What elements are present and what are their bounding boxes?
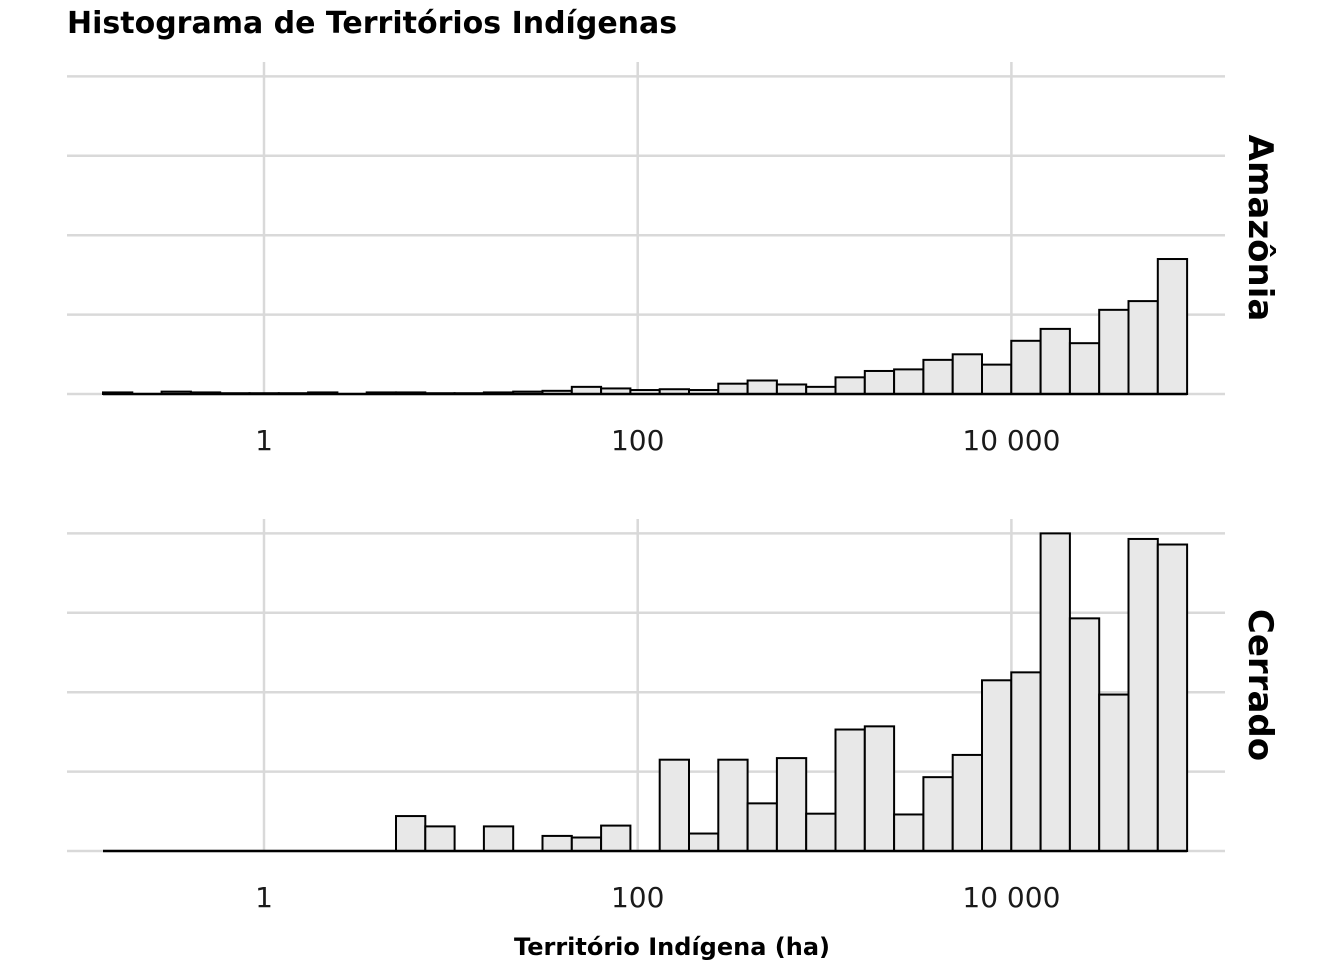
histogram-bar <box>1156 543 1189 852</box>
histogram-bar <box>717 382 749 396</box>
histogram-bar <box>834 376 866 395</box>
histogram-bar <box>658 758 691 852</box>
histogram-bar <box>1127 537 1159 852</box>
histogram-bar <box>424 825 456 852</box>
x-axis-label: Território Indígena (ha) <box>514 933 830 960</box>
x-tick-label: 1 <box>255 424 273 457</box>
histogram-bar <box>1010 339 1042 395</box>
histogram-bar <box>688 832 720 852</box>
histogram-bar <box>1068 342 1101 395</box>
chart-title: Histograma de Territórios Indígenas <box>67 6 677 41</box>
x-tick-label: 1 <box>255 881 273 914</box>
x-tick-label: 10 000 <box>962 424 1060 457</box>
histogram-bar <box>1068 617 1101 852</box>
histogram-bar <box>1127 300 1159 395</box>
x-tick-label: 100 <box>611 881 664 914</box>
histogram-bar <box>922 776 954 853</box>
panel-cerrado: 1 100 10 000 Cerrado <box>67 519 1280 914</box>
histogram-bar <box>1039 327 1071 395</box>
histogram-bar <box>834 728 866 853</box>
histogram-bar <box>775 757 808 852</box>
facet-strip-label: Cerrado <box>1240 609 1280 761</box>
histogram-bar <box>1010 671 1042 852</box>
histogram-bar <box>893 813 925 853</box>
histogram-bar <box>746 379 778 396</box>
x-tick-label: 10 000 <box>962 881 1060 914</box>
facet-strip-label: Amazônia <box>1240 135 1280 322</box>
histogram-bar <box>1156 258 1189 395</box>
histogram-bar <box>981 679 1013 852</box>
histogram-bar <box>395 815 427 853</box>
histogram-bar <box>893 368 925 395</box>
histogram-bar <box>482 825 515 852</box>
histogram-bar <box>951 753 984 853</box>
x-tick-label: 100 <box>611 424 664 457</box>
panel-amazonia: 1 100 10 000 Amazônia <box>67 62 1280 457</box>
histogram-bar <box>775 383 808 395</box>
histogram-bar <box>600 824 632 852</box>
histogram-bar <box>570 836 603 853</box>
histogram-bar <box>1039 532 1071 853</box>
histogram-bar <box>805 812 837 853</box>
histogram-bar <box>541 834 573 853</box>
histogram-bar <box>863 725 896 852</box>
histogram-bar <box>746 802 778 852</box>
histogram-bar <box>1098 308 1130 395</box>
histogram-bar <box>717 758 749 852</box>
histogram-bar <box>1098 693 1130 852</box>
histogram-bar <box>981 363 1013 396</box>
facet-panels: 1 100 10 000 Amazônia 1 100 10 000 Cerrado <box>67 62 1280 914</box>
histogram-bar <box>922 358 954 395</box>
histogram-bar <box>863 369 896 395</box>
histogram-bar <box>951 353 984 395</box>
